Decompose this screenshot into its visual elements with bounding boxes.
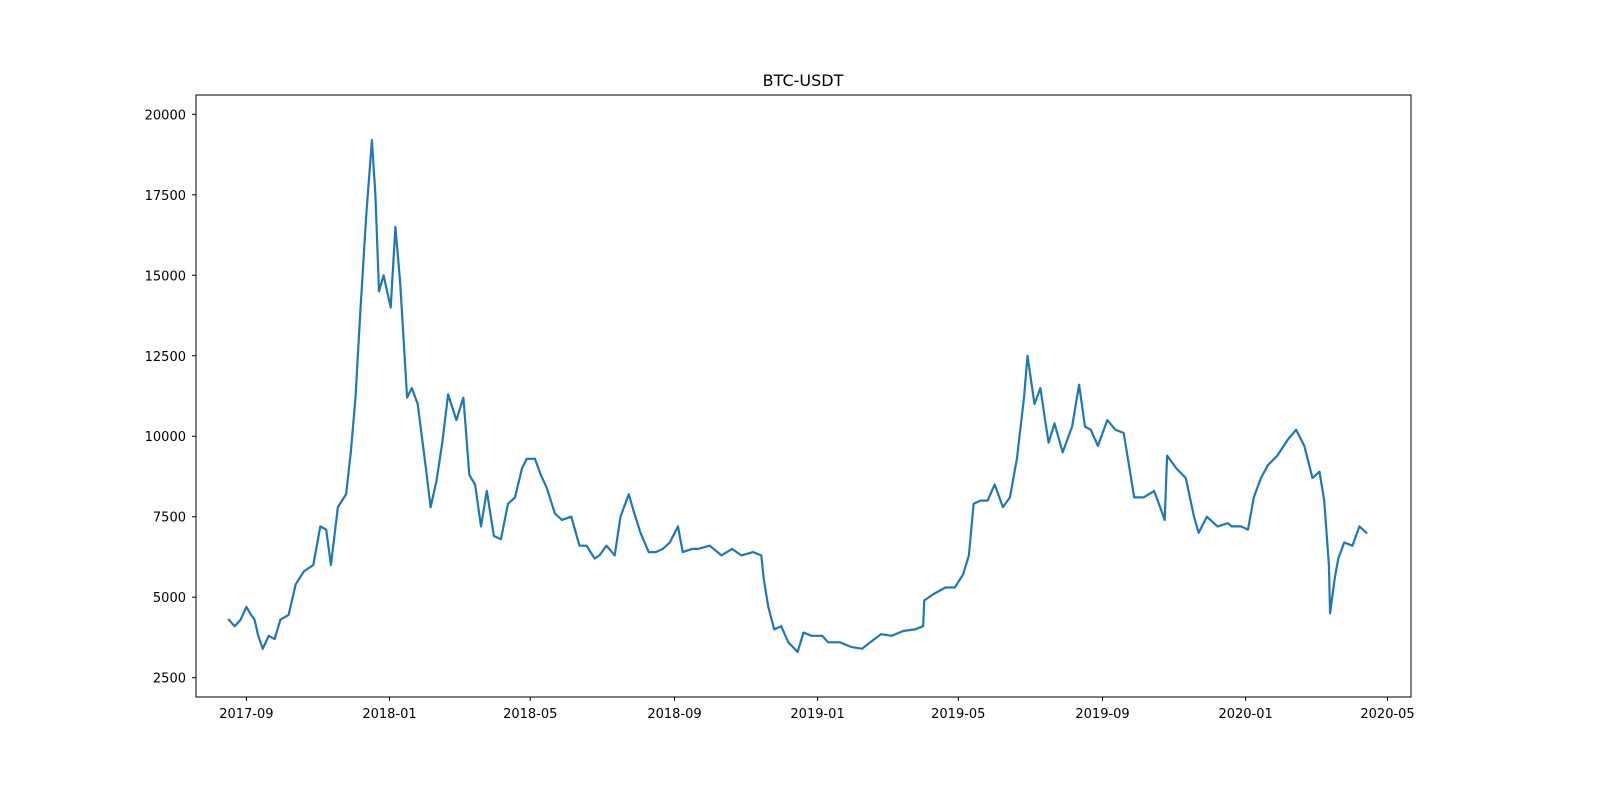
price-series-line — [227, 139, 1368, 654]
x-tick-label: 2018-09 — [647, 707, 701, 722]
y-tick-label: 2500 — [153, 672, 186, 687]
y-tick-label: 20000 — [145, 108, 186, 123]
y-tick-label: 10000 — [145, 430, 186, 445]
x-tick-label: 2017-09 — [219, 707, 273, 722]
x-tick-label: 2020-01 — [1218, 707, 1272, 722]
y-tick-label: 12500 — [145, 350, 186, 365]
x-tick-label: 2019-09 — [1075, 707, 1129, 722]
x-tick-label: 2019-05 — [931, 707, 985, 722]
y-tick-label: 5000 — [153, 591, 186, 606]
y-tick-label: 7500 — [153, 511, 186, 526]
x-tick-label: 2019-01 — [790, 707, 844, 722]
x-tick-label: 2020-05 — [1360, 707, 1414, 722]
y-tick-label: 17500 — [145, 189, 186, 204]
x-tick-label: 2018-05 — [503, 707, 557, 722]
chart-title: BTC-USDT — [763, 71, 844, 90]
y-tick-label: 15000 — [145, 269, 186, 284]
x-tick-label: 2018-01 — [362, 707, 416, 722]
plot-frame — [195, 94, 1412, 698]
